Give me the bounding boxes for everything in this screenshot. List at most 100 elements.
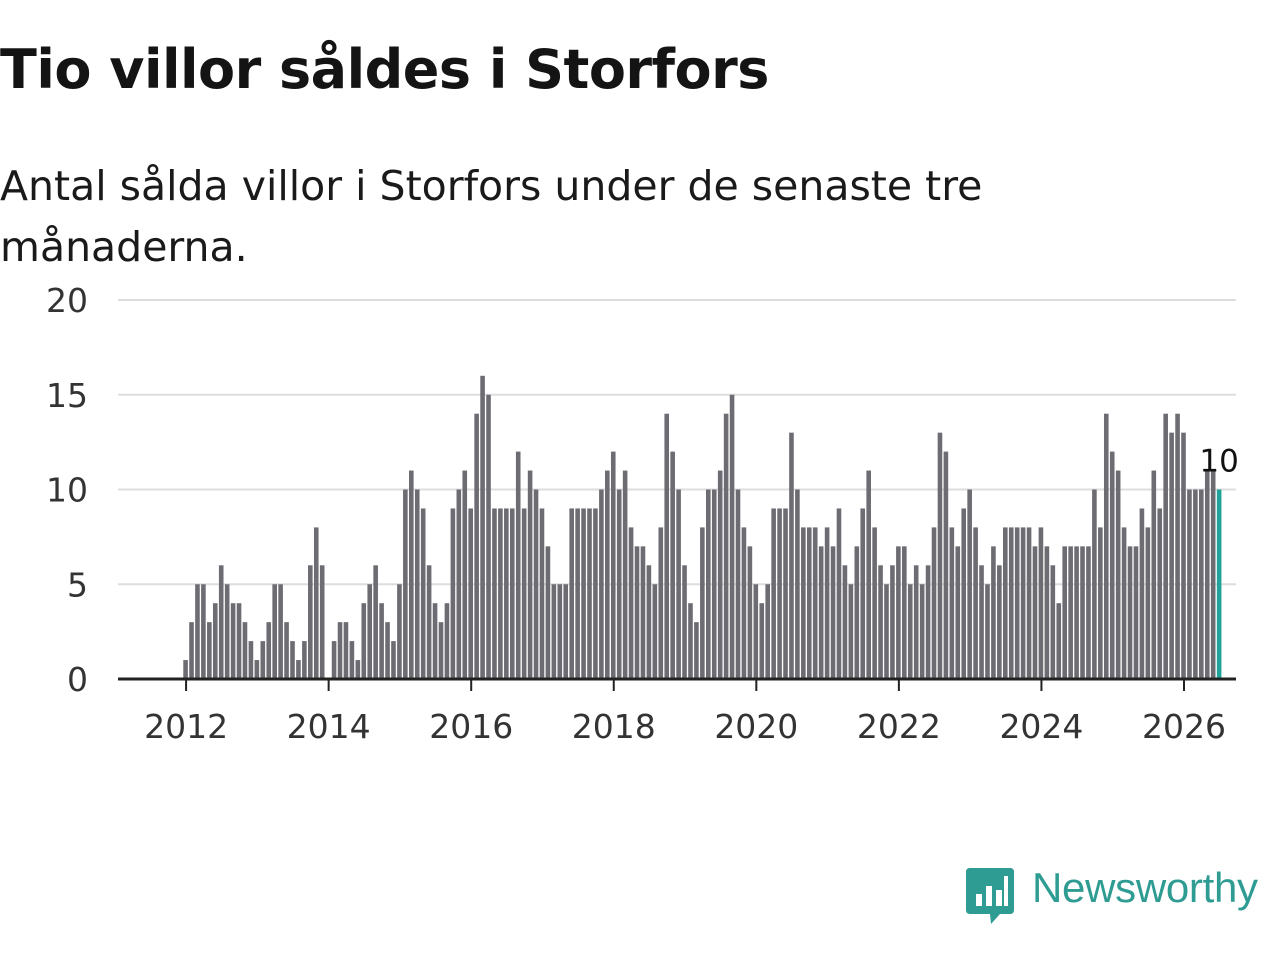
bar bbox=[1151, 470, 1157, 679]
bar bbox=[272, 584, 277, 679]
y-tick-label: 5 bbox=[67, 565, 88, 604]
bar bbox=[919, 584, 925, 679]
bar bbox=[212, 603, 218, 679]
bar bbox=[1062, 546, 1067, 679]
bar bbox=[872, 527, 877, 679]
bar bbox=[527, 470, 533, 679]
bar bbox=[403, 489, 408, 679]
bar bbox=[278, 584, 283, 679]
bar bbox=[557, 584, 563, 679]
brand-name: Newsworthy bbox=[1032, 864, 1258, 911]
bar bbox=[741, 527, 747, 679]
bar bbox=[616, 489, 622, 679]
bar bbox=[1092, 489, 1097, 679]
bar bbox=[830, 546, 836, 679]
bar bbox=[545, 546, 551, 679]
bar bbox=[676, 489, 681, 679]
bar bbox=[1086, 546, 1091, 679]
bar bbox=[723, 413, 729, 679]
bar bbox=[991, 546, 996, 679]
gridlines bbox=[118, 299, 1236, 586]
bar bbox=[973, 527, 978, 679]
bar bbox=[397, 584, 402, 679]
bar bbox=[414, 489, 420, 679]
y-axis-labels: 0 5 10 15 20 bbox=[46, 281, 88, 699]
bar bbox=[296, 660, 301, 679]
bar bbox=[700, 527, 705, 679]
bar bbox=[486, 394, 491, 679]
bar bbox=[308, 565, 313, 679]
chart-title: Tio villor såldes i Storfors bbox=[0, 38, 769, 101]
bar bbox=[759, 603, 765, 679]
bar bbox=[474, 413, 479, 679]
bar bbox=[937, 432, 943, 679]
bar bbox=[349, 641, 355, 679]
bar bbox=[1121, 527, 1127, 679]
bar bbox=[521, 508, 527, 679]
bar bbox=[949, 527, 955, 679]
bar bbox=[260, 641, 266, 679]
bar bbox=[498, 508, 503, 679]
bar bbox=[343, 622, 349, 679]
latest-value-label: 10 bbox=[1199, 444, 1238, 480]
bar bbox=[409, 470, 414, 679]
bar bbox=[504, 508, 509, 679]
bar bbox=[801, 527, 806, 679]
chart-subtitle: Antal sålda villor i Storfors under de s… bbox=[0, 162, 983, 271]
y-tick-label: 0 bbox=[67, 660, 88, 699]
bar bbox=[997, 565, 1002, 679]
x-tick-label: 2012 bbox=[144, 707, 228, 746]
bar bbox=[860, 508, 866, 679]
bar bbox=[765, 584, 770, 679]
bar bbox=[943, 451, 949, 679]
bar bbox=[1115, 470, 1121, 679]
bar bbox=[456, 489, 462, 679]
bar bbox=[593, 508, 598, 679]
bar bbox=[622, 470, 628, 679]
bar bbox=[367, 584, 373, 679]
y-tick-label: 15 bbox=[46, 376, 88, 415]
bar bbox=[866, 470, 871, 679]
bar bbox=[391, 641, 396, 679]
x-tick-label: 2016 bbox=[429, 707, 513, 746]
bar bbox=[539, 508, 545, 679]
bar bbox=[967, 489, 972, 679]
bar-latest bbox=[1216, 489, 1222, 679]
bar bbox=[1098, 527, 1103, 679]
bar bbox=[1080, 546, 1085, 679]
bar bbox=[1169, 432, 1174, 679]
bar bbox=[492, 508, 497, 679]
bar bbox=[1139, 508, 1145, 679]
bar bbox=[842, 565, 848, 679]
bar bbox=[1020, 527, 1026, 679]
bar bbox=[1032, 546, 1038, 679]
bar bbox=[1050, 565, 1056, 679]
bar bbox=[694, 622, 699, 679]
bar bbox=[1109, 451, 1115, 679]
bar bbox=[201, 584, 206, 679]
bar bbox=[373, 565, 378, 679]
x-tick-label: 2026 bbox=[1142, 707, 1226, 746]
bar bbox=[1187, 489, 1192, 679]
bar bbox=[1014, 527, 1020, 679]
chart-bubble-icon bbox=[966, 868, 1014, 924]
bar bbox=[777, 508, 782, 679]
bar bbox=[426, 565, 432, 679]
bar bbox=[711, 489, 717, 679]
bar bbox=[1038, 527, 1044, 679]
bar bbox=[432, 603, 438, 679]
bar bbox=[569, 508, 574, 679]
bar bbox=[379, 603, 384, 679]
bar bbox=[551, 584, 557, 679]
bar bbox=[670, 451, 675, 679]
bar bbox=[1175, 413, 1180, 679]
bar bbox=[961, 508, 967, 679]
bar bbox=[189, 622, 194, 679]
bar bbox=[795, 489, 800, 679]
bar bbox=[1145, 527, 1151, 679]
bar bbox=[1074, 546, 1079, 679]
bar bbox=[1133, 546, 1139, 679]
bar-chart: 0 5 10 15 20 2012 2014 2016 2018 2020 2022 2024 202… bbox=[46, 281, 1239, 746]
bar bbox=[236, 603, 242, 679]
bar bbox=[836, 508, 842, 679]
